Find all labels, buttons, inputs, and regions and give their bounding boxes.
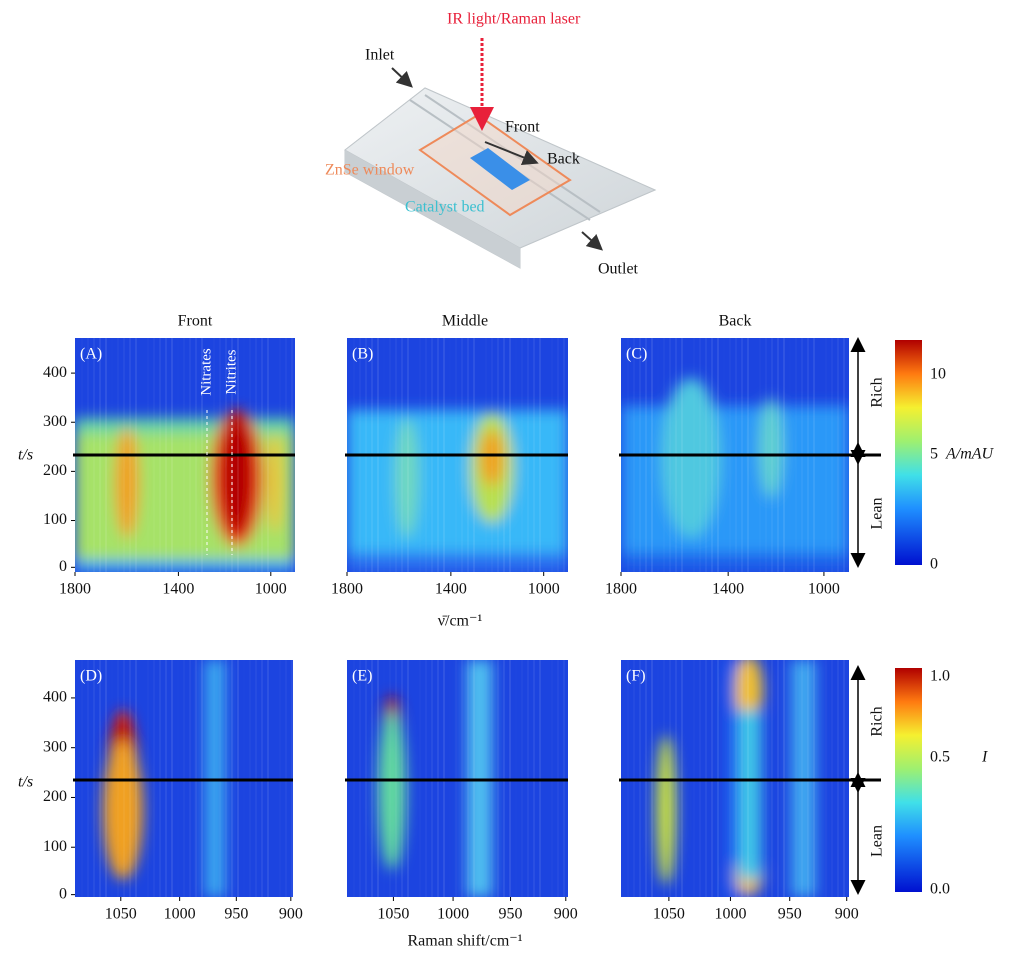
- y-tick-label: 400: [43, 689, 67, 706]
- colorbar-label: 1.0: [930, 668, 950, 685]
- x-tick-label: 950: [499, 906, 523, 923]
- colorbar-unit: I: [981, 749, 988, 766]
- panel-label: (A): [80, 346, 102, 363]
- y-tick-label: 200: [43, 788, 67, 805]
- figure: IR light/Raman laser Inlet Front Back Zn…: [0, 0, 1013, 953]
- regime-label: Lean: [869, 498, 886, 530]
- x-tick-label: 1050: [377, 906, 409, 923]
- x-tick-label: 950: [224, 906, 248, 923]
- x-tick-label: 1000: [164, 906, 196, 923]
- x-tick-label: 1400: [162, 581, 194, 598]
- y-tick-label: 300: [43, 738, 67, 755]
- y-tick-label: 0: [59, 558, 67, 575]
- heatmap-panel: (E) 1050 1000 950 900: [345, 660, 578, 923]
- x-tick-label: 1400: [712, 581, 744, 598]
- x-tick-label: 900: [554, 906, 578, 923]
- x-axis-label: Raman shift/cm⁻¹: [408, 933, 523, 950]
- back-label: Back: [547, 151, 580, 168]
- x-tick-label: 900: [279, 906, 303, 923]
- x-tick-label: 1000: [808, 581, 840, 598]
- x-tick-label: 1400: [435, 581, 467, 598]
- x-axis-label: ν̄/cm⁻¹: [438, 613, 483, 630]
- y-tick-label: 100: [43, 511, 67, 528]
- x-tick-label: 1050: [105, 906, 137, 923]
- y-tick-label: 400: [43, 364, 67, 381]
- peak-label: Nitrates: [198, 348, 214, 396]
- regime-label: Rich: [869, 706, 886, 736]
- reactor-diagram: IR light/Raman laser Inlet Front Back Zn…: [325, 11, 655, 278]
- y-axis-label: t/s: [18, 774, 33, 791]
- y-tick-label: 0: [59, 885, 67, 902]
- x-tick-label: 1800: [331, 581, 363, 598]
- colorbar-unit: A/mAU: [945, 446, 995, 463]
- panel-label: (E): [352, 668, 372, 685]
- y-axis-label: t/s: [18, 447, 33, 464]
- colorbar-label: 10: [930, 366, 946, 383]
- x-tick-label: 1000: [528, 581, 560, 598]
- inlet-label: Inlet: [365, 47, 395, 64]
- front-label: Front: [505, 119, 540, 136]
- outlet-label: Outlet: [598, 261, 639, 278]
- x-tick-label: 1000: [437, 906, 469, 923]
- panel-label: (D): [80, 668, 102, 685]
- heatmap-panel: (B) 1800 1400 1000: [331, 338, 568, 598]
- y-tick-label: 200: [43, 462, 67, 479]
- x-tick-label: 950: [778, 906, 802, 923]
- colorbar-label: 0: [930, 556, 938, 573]
- colorbar-label: 0.5: [930, 749, 950, 766]
- column-title: Middle: [442, 313, 488, 330]
- column-title: Front: [178, 313, 213, 330]
- y-tick-label: 300: [43, 413, 67, 430]
- panel-label: (F): [626, 668, 646, 685]
- x-tick-label: 900: [835, 906, 859, 923]
- heatmap-panel: (C) 1800 1400 1000: [605, 338, 881, 598]
- panel-label: (B): [352, 346, 373, 363]
- x-tick-label: 1050: [653, 906, 685, 923]
- regime-label: Rich: [869, 377, 886, 407]
- x-tick-label: 1000: [714, 906, 746, 923]
- x-tick-label: 1000: [255, 581, 287, 598]
- laser-label: IR light/Raman laser: [447, 11, 581, 28]
- colorbar: [895, 340, 922, 565]
- x-tick-label: 1800: [59, 581, 91, 598]
- colorbar-label: 0.0: [930, 881, 950, 898]
- column-title: Back: [719, 313, 752, 330]
- x-tick-label: 1800: [605, 581, 637, 598]
- peak-label: Nitrites: [223, 349, 239, 394]
- y-tick-label: 100: [43, 838, 67, 855]
- bed-label: Catalyst bed: [405, 199, 485, 216]
- heatmap-panel: (F) 1050 1000 950 900: [619, 655, 881, 923]
- panel-label: (C): [626, 346, 647, 363]
- window-label: ZnSe window: [325, 162, 415, 179]
- colorbar-label: 5: [930, 446, 938, 463]
- colorbar: [895, 668, 922, 892]
- regime-label: Lean: [869, 825, 886, 857]
